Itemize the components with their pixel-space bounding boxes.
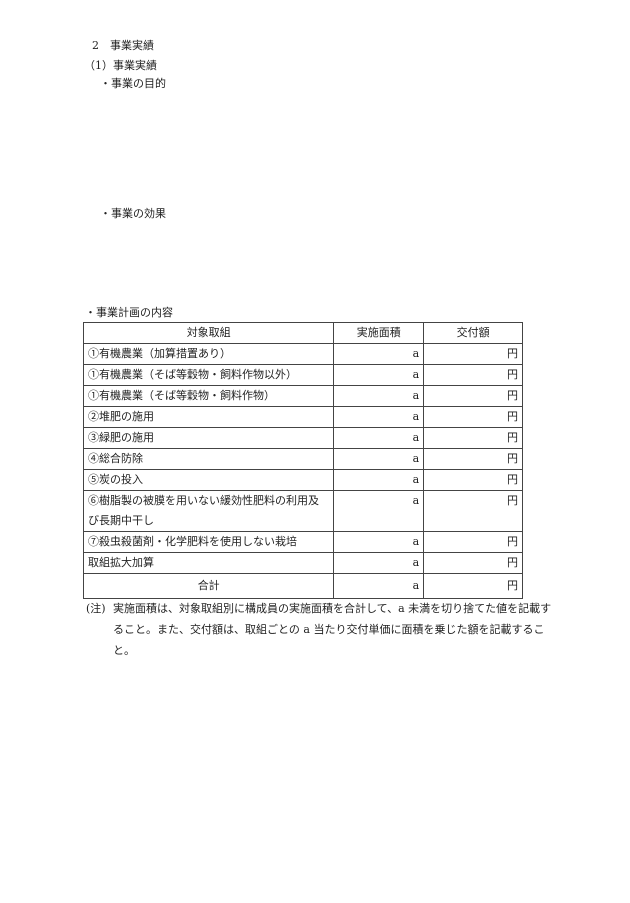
row-amount: 円 bbox=[423, 490, 523, 532]
row-item: ⑤炭の投入 bbox=[82, 469, 335, 491]
row-amount: 円 bbox=[423, 385, 523, 407]
table-row: ③緑肥の施用 a 円 bbox=[82, 427, 523, 449]
row-amount: 円 bbox=[423, 343, 523, 365]
header-item: 対象取組 bbox=[82, 322, 335, 344]
row-item: ①有機農業（加算措置あり） bbox=[82, 343, 335, 365]
row-amount: 円 bbox=[423, 552, 523, 574]
row-area: a bbox=[333, 531, 425, 553]
row-amount: 円 bbox=[423, 531, 523, 553]
row-area: a bbox=[333, 364, 425, 386]
table-row: ⑦殺虫殺菌剤・化学肥料を使用しない栽培 a 円 bbox=[82, 531, 523, 553]
note: (注) 実施面積は、対象取組別に構成員の実施面積を合計して、a 未満を切り捨てた… bbox=[86, 598, 556, 661]
row-item: ⑥樹脂製の被膜を用いない緩効性肥料の利用及び長期中干し bbox=[82, 490, 335, 532]
row-amount: 円 bbox=[423, 427, 523, 449]
total-item: 合計 bbox=[82, 573, 335, 599]
header-area: 実施面積 bbox=[333, 322, 425, 344]
row-item: ②堆肥の施用 bbox=[82, 406, 335, 428]
row-item: ①有機農業（そば等穀物・飼料作物以外） bbox=[82, 364, 335, 386]
plan-label: ・事業計画の内容 bbox=[85, 306, 173, 319]
section-heading: 2 事業実績 bbox=[92, 39, 154, 52]
header-amount: 交付額 bbox=[423, 322, 523, 344]
total-amount: 円 bbox=[423, 573, 523, 599]
row-area: a bbox=[333, 552, 425, 574]
row-amount: 円 bbox=[423, 469, 523, 491]
row-item: ①有機農業（そば等穀物・飼料作物） bbox=[82, 385, 335, 407]
plan-table: 対象取組 実施面積 交付額 ①有機農業（加算措置あり） a 円 ①有機農業（そば等穀物… bbox=[82, 322, 523, 599]
row-area: a bbox=[333, 385, 425, 407]
total-row: 合計 a 円 bbox=[82, 573, 523, 599]
row-amount: 円 bbox=[423, 364, 523, 386]
table-row: 取組拡大加算 a 円 bbox=[82, 552, 523, 574]
row-area: a bbox=[333, 343, 425, 365]
row-area: a bbox=[333, 427, 425, 449]
row-area: a bbox=[333, 448, 425, 470]
table-row: ②堆肥の施用 a 円 bbox=[82, 406, 523, 428]
purpose-label: ・事業の目的 bbox=[100, 77, 166, 90]
row-area: a bbox=[333, 490, 425, 532]
effect-label: ・事業の効果 bbox=[100, 207, 166, 220]
row-item: ④総合防除 bbox=[82, 448, 335, 470]
row-area: a bbox=[333, 406, 425, 428]
row-area: a bbox=[333, 469, 425, 491]
row-amount: 円 bbox=[423, 406, 523, 428]
subsection-heading: （1）事業実績 bbox=[84, 59, 157, 72]
row-item: 取組拡大加算 bbox=[82, 552, 335, 574]
note-text: 実施面積は、対象取組別に構成員の実施面積を合計して、a 未満を切り捨てた値を記載… bbox=[113, 602, 552, 657]
total-area: a bbox=[333, 573, 425, 599]
note-label: (注) bbox=[86, 602, 106, 615]
table-row: ①有機農業（加算措置あり） a 円 bbox=[82, 343, 523, 365]
table-header-row: 対象取組 実施面積 交付額 bbox=[82, 322, 523, 344]
table-row: ①有機農業（そば等穀物・飼料作物） a 円 bbox=[82, 385, 523, 407]
table-row: ④総合防除 a 円 bbox=[82, 448, 523, 470]
table-row: ①有機農業（そば等穀物・飼料作物以外） a 円 bbox=[82, 364, 523, 386]
row-item: ③緑肥の施用 bbox=[82, 427, 335, 449]
table-row: ⑤炭の投入 a 円 bbox=[82, 469, 523, 491]
row-item: ⑦殺虫殺菌剤・化学肥料を使用しない栽培 bbox=[82, 531, 335, 553]
table-row: ⑥樹脂製の被膜を用いない緩効性肥料の利用及び長期中干し a 円 bbox=[82, 490, 523, 532]
row-amount: 円 bbox=[423, 448, 523, 470]
